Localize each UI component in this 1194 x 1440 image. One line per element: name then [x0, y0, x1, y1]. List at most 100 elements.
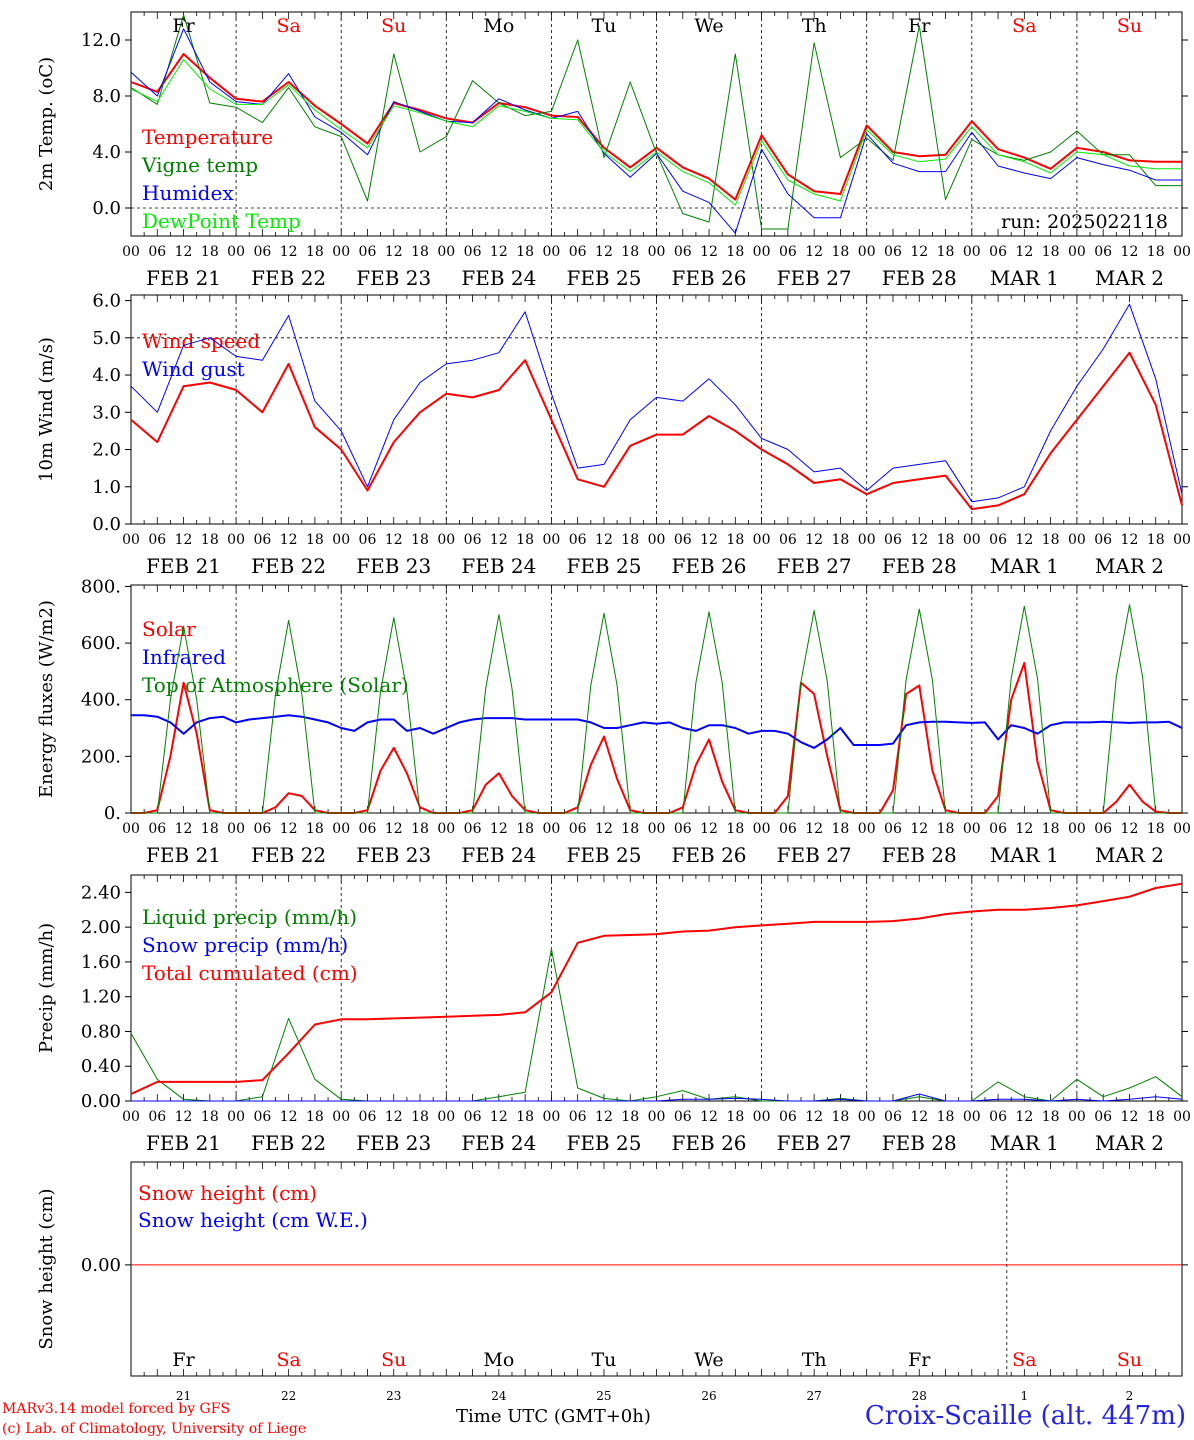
date-label: FEB 27 — [777, 1131, 852, 1155]
hour-tick-label: 18 — [306, 1109, 324, 1125]
hour-tick-label: 06 — [569, 532, 587, 548]
hour-tick-label: 06 — [253, 1109, 271, 1125]
hour-tick-label: 00 — [753, 532, 771, 548]
hour-tick-label: 18 — [621, 244, 639, 260]
hour-tick-label: 18 — [621, 821, 639, 837]
date-label: MAR 1 — [990, 1131, 1059, 1155]
hour-tick-label: 06 — [253, 532, 271, 548]
date-label: FEB 23 — [356, 1131, 431, 1155]
hour-tick-label: 18 — [411, 821, 429, 837]
hour-tick-label: 06 — [359, 821, 377, 837]
date-label: MAR 1 — [990, 554, 1059, 578]
hour-tick-label: 00 — [1173, 821, 1191, 837]
hour-tick-label: 00 — [227, 532, 245, 548]
legend-entry: DewPoint Temp — [142, 209, 301, 233]
y-tick-label: 0.00 — [81, 1091, 121, 1112]
hour-tick-label: 00 — [542, 532, 560, 548]
y-tick-label: 800. — [81, 576, 121, 597]
hour-tick-label: 18 — [201, 244, 219, 260]
hour-tick-label: 00 — [227, 1109, 245, 1125]
weekday-label: Sa — [1012, 1349, 1036, 1371]
y-tick-label: 0.0 — [92, 198, 121, 219]
hour-tick-label: 00 — [1173, 532, 1191, 548]
y-tick-label: 0.40 — [81, 1056, 121, 1077]
weekday-label: Fr — [908, 1349, 931, 1371]
date-label: FEB 28 — [882, 843, 957, 867]
hour-tick-label: 18 — [832, 244, 850, 260]
hour-tick-label: 06 — [569, 1109, 587, 1125]
hour-tick-label: 00 — [1173, 244, 1191, 260]
date-label: FEB 26 — [672, 1131, 747, 1155]
date-label: FEB 21 — [146, 554, 221, 578]
day-number-label: 26 — [701, 1389, 716, 1403]
legend-entry: Snow height (cm) — [138, 1181, 317, 1205]
hour-tick-label: 12 — [385, 244, 403, 260]
date-label: FEB 25 — [566, 554, 641, 578]
date-label: FEB 24 — [461, 1131, 536, 1155]
hour-tick-label: 00 — [963, 244, 981, 260]
hour-tick-label: 00 — [332, 244, 350, 260]
hour-tick-label: 18 — [1042, 532, 1060, 548]
hour-tick-label: 18 — [1042, 821, 1060, 837]
hour-tick-label: 06 — [884, 532, 902, 548]
hour-tick-label: 00 — [332, 532, 350, 548]
hour-tick-label: 12 — [1121, 244, 1139, 260]
hour-tick-label: 12 — [1121, 532, 1139, 548]
hour-tick-label: 00 — [648, 532, 666, 548]
y-tick-label: 4.0 — [92, 365, 121, 386]
date-label: FEB 27 — [777, 554, 852, 578]
weekday-label: Th — [802, 1349, 827, 1371]
day-number-label: 24 — [491, 1389, 507, 1403]
date-label: FEB 25 — [566, 843, 641, 867]
legend-entry: Vigne temp — [141, 153, 258, 177]
hour-tick-label: 12 — [280, 1109, 298, 1125]
hour-tick-label: 18 — [516, 532, 534, 548]
hour-tick-label: 00 — [858, 1109, 876, 1125]
date-label: MAR 2 — [1095, 1131, 1164, 1155]
hour-tick-label: 00 — [227, 821, 245, 837]
hour-tick-label: 12 — [910, 532, 928, 548]
hour-tick-label: 06 — [989, 532, 1007, 548]
legend-entry: Liquid precip (mm/h) — [142, 905, 357, 929]
hour-tick-label: 06 — [569, 244, 587, 260]
hour-tick-label: 06 — [674, 1109, 692, 1125]
legend-entry: Snow height (cm W.E.) — [138, 1208, 368, 1232]
day-number-label: 2 — [1126, 1389, 1134, 1403]
hour-tick-label: 12 — [385, 821, 403, 837]
day-number-label: 25 — [596, 1389, 611, 1403]
hour-tick-label: 18 — [1147, 1109, 1165, 1125]
date-label: MAR 2 — [1095, 843, 1164, 867]
day-number-label: 23 — [386, 1389, 401, 1403]
series-line — [130, 351, 1183, 511]
hour-tick-label: 12 — [595, 244, 613, 260]
time-axis-label: Time UTC (GMT+0h) — [456, 1406, 651, 1427]
hour-tick-label: 18 — [726, 244, 744, 260]
legend-entry: Wind speed — [142, 329, 260, 353]
hour-tick-label: 18 — [832, 821, 850, 837]
legend-entry: Top of Atmosphere (Solar) — [142, 673, 409, 697]
hour-tick-label: 06 — [148, 821, 166, 837]
hour-tick-label: 12 — [910, 244, 928, 260]
hour-tick-label: 12 — [1121, 1109, 1139, 1125]
date-label: FEB 26 — [672, 843, 747, 867]
day-number-label: 1 — [1021, 1389, 1029, 1403]
weekday-label: Su — [381, 1349, 406, 1371]
hour-tick-label: 12 — [595, 821, 613, 837]
hour-tick-label: 12 — [805, 1109, 823, 1125]
hour-tick-label: 06 — [1094, 244, 1112, 260]
hour-tick-label: 18 — [306, 532, 324, 548]
weekday-label: Tu — [591, 1349, 616, 1371]
series-line — [131, 714, 1183, 749]
hour-tick-label: 06 — [359, 1109, 377, 1125]
weekday-label: Tu — [591, 15, 616, 37]
date-label: FEB 28 — [882, 554, 957, 578]
hour-tick-label: 12 — [1015, 821, 1033, 837]
hour-tick-label: 00 — [753, 821, 771, 837]
hour-tick-label: 06 — [674, 821, 692, 837]
weekday-label: Th — [802, 15, 827, 37]
hour-tick-label: 00 — [332, 821, 350, 837]
y-tick-label: 0.00 — [81, 1255, 121, 1276]
weekday-label: Sa — [276, 15, 300, 37]
hour-tick-label: 18 — [411, 244, 429, 260]
legend-entry: Total cumulated (cm) — [142, 961, 358, 985]
